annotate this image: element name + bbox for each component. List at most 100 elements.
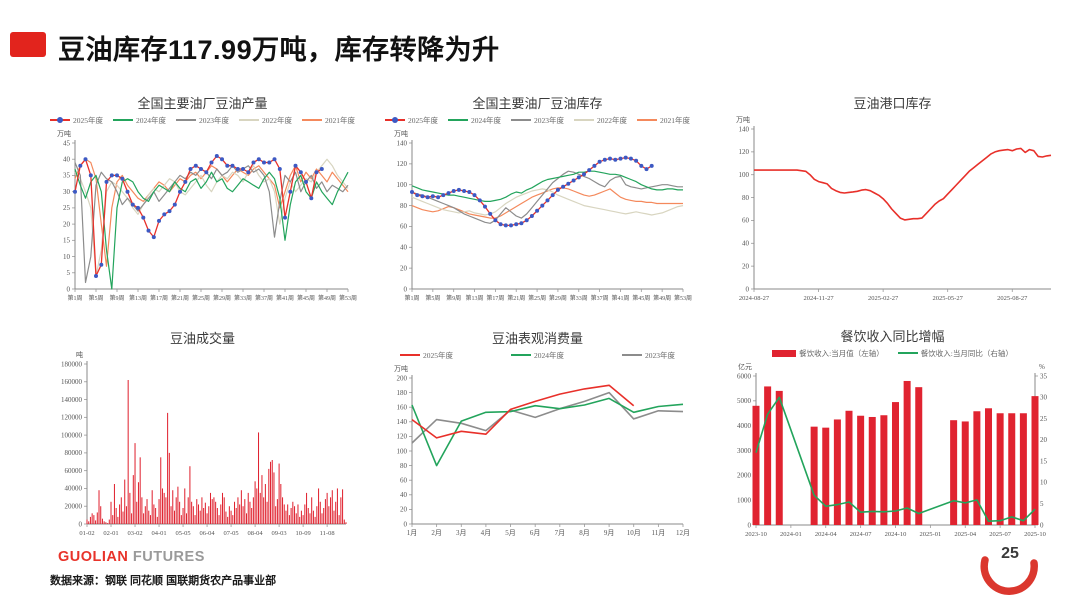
svg-text:0: 0 bbox=[404, 520, 408, 528]
legend-item: 2024年度 bbox=[113, 115, 166, 126]
svg-text:2024-04: 2024-04 bbox=[815, 531, 837, 538]
svg-text:10月: 10月 bbox=[627, 529, 641, 537]
svg-text:20: 20 bbox=[742, 262, 750, 270]
legend-item: 2025年度 bbox=[50, 115, 103, 126]
svg-text:25: 25 bbox=[1040, 415, 1048, 423]
svg-text:第9周: 第9周 bbox=[446, 294, 461, 302]
svg-text:1月: 1月 bbox=[407, 529, 418, 537]
svg-text:20000: 20000 bbox=[65, 503, 83, 511]
svg-text:80000: 80000 bbox=[65, 449, 83, 457]
chart-title: 豆油表观消费量 bbox=[491, 331, 583, 346]
chart-title: 豆油港口库存 bbox=[853, 96, 932, 111]
chart-plot: 0 1000 2000 3000 4000 5000 6000 0 5 10 15 20 25 30 35 亿… bbox=[737, 362, 1048, 538]
svg-text:100: 100 bbox=[397, 447, 408, 455]
svg-text:10: 10 bbox=[1040, 479, 1048, 487]
svg-text:140: 140 bbox=[397, 139, 408, 147]
svg-text:6月: 6月 bbox=[530, 529, 541, 537]
svg-text:2025-07: 2025-07 bbox=[989, 531, 1011, 538]
chart-legend: 2025年度 2024年度 2023年度 bbox=[380, 348, 695, 362]
svg-text:第29周: 第29周 bbox=[213, 294, 231, 302]
company-logo: GUOLIAN FUTURES bbox=[58, 549, 205, 565]
svg-text:第53周: 第53周 bbox=[674, 294, 692, 302]
svg-text:万吨: 万吨 bbox=[394, 364, 408, 373]
svg-text:100000: 100000 bbox=[61, 431, 83, 439]
svg-text:6000: 6000 bbox=[737, 372, 752, 380]
chart-apparent-consumption: 豆油表观消费量 2025年度 2024年度 2023年度 0 20 40 60 80 100 1… bbox=[380, 330, 695, 542]
svg-text:第25周: 第25周 bbox=[528, 294, 546, 302]
svg-text:2024-07: 2024-07 bbox=[850, 531, 872, 538]
svg-text:40: 40 bbox=[63, 156, 71, 164]
svg-text:25: 25 bbox=[63, 204, 71, 212]
legend-item: 2024年度 bbox=[511, 350, 564, 361]
svg-text:20: 20 bbox=[400, 506, 408, 514]
svg-text:0: 0 bbox=[79, 520, 83, 528]
svg-text:第29周: 第29周 bbox=[549, 294, 567, 302]
svg-text:15: 15 bbox=[63, 237, 71, 245]
svg-text:第41周: 第41周 bbox=[276, 294, 294, 302]
svg-text:1000: 1000 bbox=[737, 496, 752, 504]
svg-text:5月: 5月 bbox=[505, 529, 516, 537]
legend-item: 2022年度 bbox=[574, 115, 627, 126]
svg-text:140: 140 bbox=[397, 418, 408, 426]
svg-text:2000: 2000 bbox=[737, 472, 752, 480]
svg-text:180000: 180000 bbox=[61, 360, 83, 368]
svg-text:60000: 60000 bbox=[65, 467, 83, 475]
svg-text:2025-01: 2025-01 bbox=[920, 531, 942, 538]
chart-trade-volume: 豆油成交量 0 20000 40000 60000 80000 100000 120000 1… bbox=[45, 330, 360, 542]
svg-text:20: 20 bbox=[1040, 436, 1048, 444]
svg-text:7月: 7月 bbox=[555, 529, 566, 537]
svg-text:5000: 5000 bbox=[737, 397, 752, 405]
svg-text:30: 30 bbox=[1040, 394, 1048, 402]
svg-text:05-05: 05-05 bbox=[175, 530, 190, 537]
svg-text:第45周: 第45周 bbox=[297, 294, 315, 302]
svg-text:120: 120 bbox=[397, 160, 408, 168]
svg-text:80: 80 bbox=[742, 194, 750, 202]
chart-title: 全国主要油厂豆油库存 bbox=[472, 96, 603, 111]
svg-text:80: 80 bbox=[400, 202, 408, 210]
svg-text:11月: 11月 bbox=[651, 529, 665, 537]
svg-text:200: 200 bbox=[397, 374, 408, 382]
svg-text:第53周: 第53周 bbox=[339, 294, 357, 302]
svg-text:第21周: 第21周 bbox=[171, 294, 189, 302]
chart-title: 全国主要油厂豆油产量 bbox=[137, 96, 268, 111]
chart-plot: 0 20000 40000 60000 80000 100000 120000 140000 1… bbox=[61, 350, 347, 537]
svg-text:0: 0 bbox=[1040, 521, 1044, 529]
svg-text:第33周: 第33周 bbox=[570, 294, 588, 302]
svg-text:01-02: 01-02 bbox=[79, 530, 94, 537]
chart-legend: 2025年度 2024年度 2023年度 2022年度 2021年度 bbox=[380, 113, 695, 127]
svg-text:100: 100 bbox=[397, 181, 408, 189]
slide-title: 豆油库存117.99万吨，库存转降为升 bbox=[58, 35, 500, 65]
svg-text:9月: 9月 bbox=[604, 529, 615, 537]
logo-secondary: FUTURES bbox=[132, 549, 205, 565]
svg-text:35: 35 bbox=[1040, 372, 1048, 380]
svg-text:45: 45 bbox=[63, 139, 71, 147]
svg-text:80: 80 bbox=[400, 462, 408, 470]
svg-text:吨: 吨 bbox=[76, 350, 83, 359]
chart-catering-revenue: 餐饮收入同比增幅 餐饮收入:当月值（左轴） 餐饮收入:当月同比（右轴） 0 1000… bbox=[720, 328, 1065, 543]
svg-text:120: 120 bbox=[739, 148, 750, 156]
svg-text:0: 0 bbox=[404, 285, 408, 293]
svg-text:10-09: 10-09 bbox=[296, 530, 311, 537]
svg-text:180: 180 bbox=[397, 389, 408, 397]
svg-text:2024-01: 2024-01 bbox=[780, 531, 802, 538]
svg-text:12月: 12月 bbox=[676, 529, 690, 537]
svg-text:万吨: 万吨 bbox=[736, 115, 750, 124]
page-number-badge: 25 bbox=[980, 545, 1038, 595]
svg-text:2025-08-27: 2025-08-27 bbox=[997, 295, 1028, 302]
legend-item: 2021年度 bbox=[302, 115, 355, 126]
svg-text:40: 40 bbox=[400, 244, 408, 252]
svg-text:100: 100 bbox=[739, 171, 750, 179]
svg-text:06-04: 06-04 bbox=[199, 530, 215, 537]
svg-text:40: 40 bbox=[400, 491, 408, 499]
svg-text:40000: 40000 bbox=[65, 485, 83, 493]
svg-text:120: 120 bbox=[397, 433, 408, 441]
svg-text:第25周: 第25周 bbox=[192, 294, 210, 302]
svg-text:02-01: 02-01 bbox=[103, 530, 118, 537]
legend-item: 2025年度 bbox=[400, 350, 453, 361]
svg-text:60: 60 bbox=[400, 223, 408, 231]
chart-oil-mill-inventory: 全国主要油厂豆油库存 2025年度 2024年度 2023年度 2022年度 2021年… bbox=[380, 95, 695, 307]
svg-text:第13周: 第13周 bbox=[466, 294, 484, 302]
svg-text:万吨: 万吨 bbox=[394, 129, 408, 138]
svg-text:第17周: 第17周 bbox=[150, 294, 168, 302]
